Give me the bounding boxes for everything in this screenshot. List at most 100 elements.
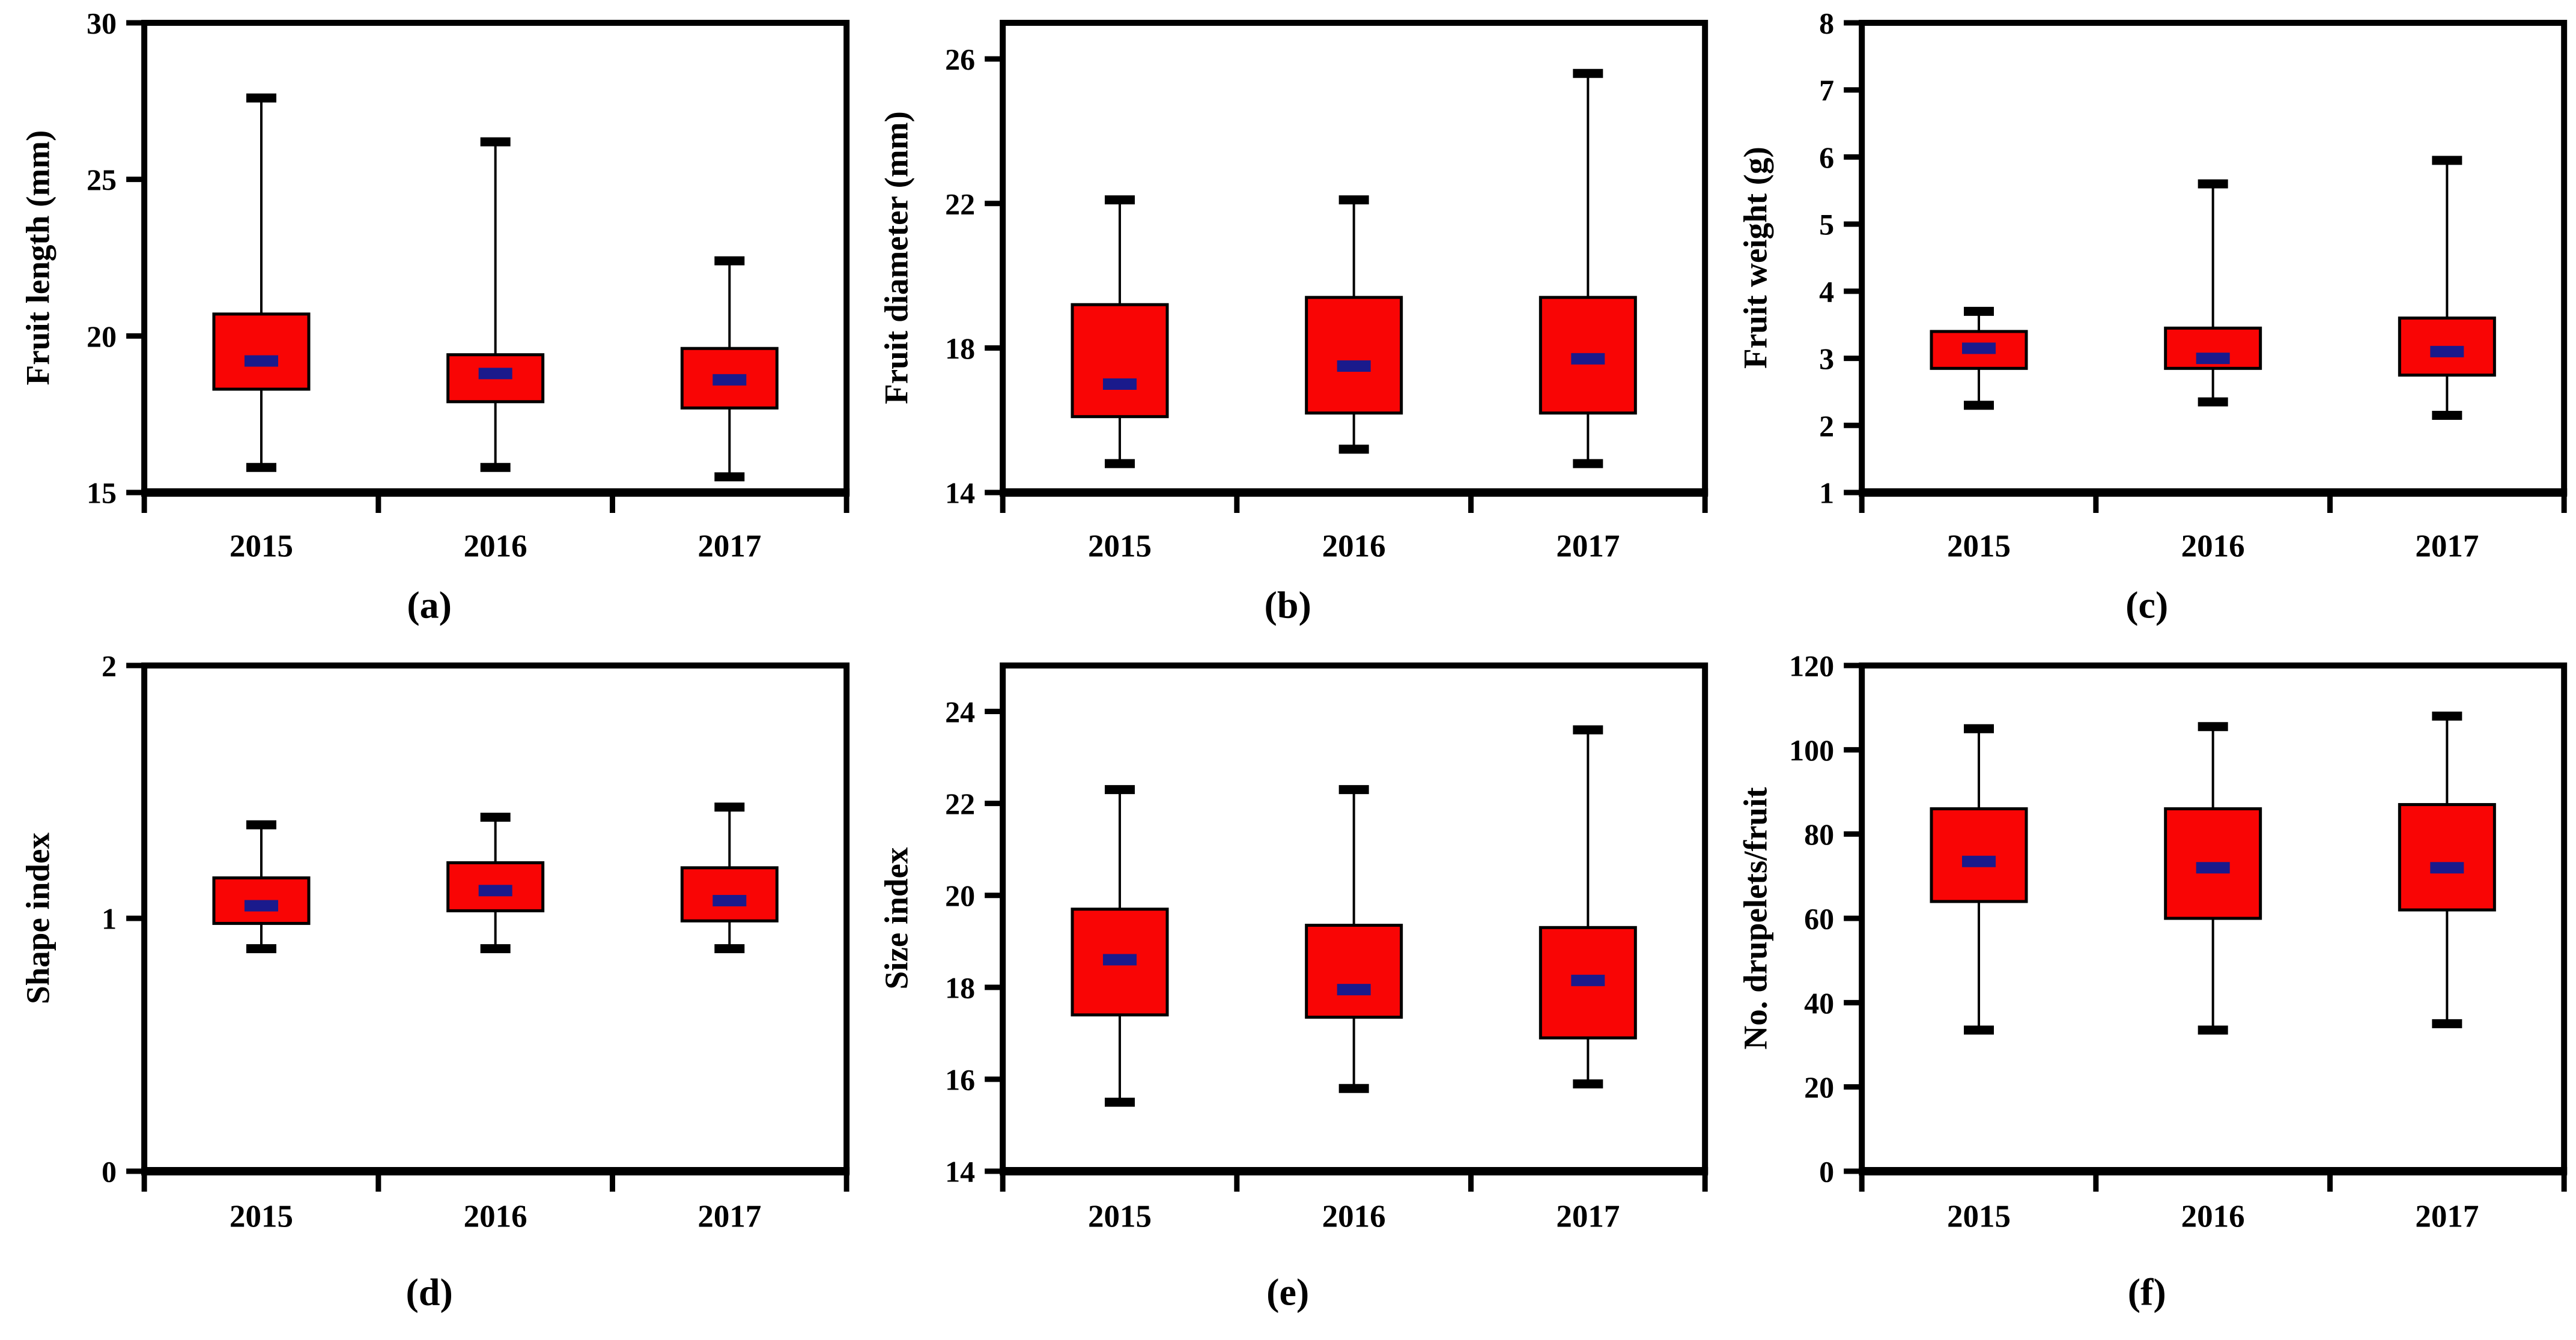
y-tick-label: 18 [945,332,975,365]
category-label: 2016 [464,1199,527,1234]
category-label: 2015 [229,529,293,564]
y-tick-label: 18 [945,971,975,1004]
box-group-2016 [446,813,545,954]
panel-letter: (f) [2127,1270,2166,1313]
box-group-2015 [1930,724,2028,1035]
category-label: 2015 [1947,1199,2011,1234]
y-tick-label: 40 [1804,986,1834,1020]
panel-letter: (d) [406,1270,453,1313]
category-label: 2016 [2181,529,2244,564]
y-tick-label: 5 [1819,208,1834,241]
box-group-2017 [1539,68,1638,468]
y-tick-label: 8 [1819,7,1834,40]
y-tick-label: 4 [1819,274,1834,308]
iqr-box [680,866,779,923]
iqr-box [2398,803,2496,912]
y-tick-label: 100 [1789,733,1834,767]
y-tick-label: 24 [945,695,975,729]
category-label: 2017 [1557,1199,1620,1234]
box-group-2015 [212,93,311,472]
iqr-box [1305,296,1403,415]
panel-d: 0 1 2 Shape index 2015 2016 2017 (d) [0,634,858,1340]
box-group-2016 [446,137,545,472]
panel-letter: (a) [407,583,452,626]
panel-b: 14 18 22 26 Fruit diameter (mm) 2015 2016 2017 (… [858,0,1717,634]
box-group-2016 [2163,179,2262,407]
category-label: 2016 [2181,1199,2244,1234]
y-tick-label: 60 [1804,902,1834,936]
panel-a: 15 20 25 30 Fruit length (mm) 2015 2016 2017 (a) [0,0,858,634]
panel-e-chart: 14 16 18 20 22 24 Size index 2015 2016 2017 (e) [878,662,1709,1313]
category-label: 2017 [2415,1199,2479,1234]
box-group-2015 [1930,306,2028,410]
panel-f: 0 20 40 60 80 100 120 No. drupelets/fruit 2015 20… [1718,634,2576,1340]
y-tick-label: 0 [102,1155,117,1189]
y-tick-label: 30 [87,7,117,40]
y-tick-label: 22 [945,187,975,220]
category-label: 2015 [1088,529,1152,564]
box-group-2017 [680,802,779,954]
y-axis-title: No. drupelets/fruit [1737,787,1773,1050]
box-group-2015 [212,820,311,954]
panel-e: 14 16 18 20 22 24 Size index 2015 2016 2017 (e) [858,634,1717,1340]
category-label: 2015 [1947,529,2011,564]
box-group-2017 [2398,156,2496,420]
panel-c-chart: 1 2 3 4 5 6 7 8 Fruit weight (g) 2015 2016 2017 (c) [1737,7,2567,626]
y-tick-label: 6 [1819,141,1834,174]
y-tick-label: 26 [945,43,975,76]
category-label: 2016 [1322,1199,1386,1234]
y-tick-label: 1 [102,902,117,936]
y-axis-title: Size index [878,847,915,989]
box-group-2015 [1071,785,1169,1107]
box-group-2016 [1305,195,1403,454]
panel-d-chart: 0 1 2 Shape index 2015 2016 2017 (d) [19,649,850,1313]
y-tick-label: 2 [1819,409,1834,443]
category-label: 2015 [229,1199,293,1234]
iqr-box [1071,303,1169,419]
y-tick-label: 25 [87,163,117,196]
iqr-box [1305,923,1403,1019]
y-tick-label: 15 [87,476,117,510]
iqr-box [212,876,311,925]
box-group-2017 [680,256,779,482]
box-group-2016 [1305,785,1403,1093]
iqr-box [212,312,311,391]
y-tick-label: 1 [1819,476,1834,510]
y-tick-label: 22 [945,787,975,820]
category-label: 2017 [697,1199,761,1234]
category-label: 2016 [464,529,527,564]
y-axis-title: Fruit diameter (mm) [878,111,915,404]
y-tick-label: 20 [945,879,975,912]
y-tick-label: 120 [1789,649,1834,683]
panel-b-chart: 14 18 22 26 Fruit diameter (mm) 2015 2016 2017 (… [878,20,1709,626]
y-tick-label: 3 [1819,342,1834,375]
box-group-2015 [1071,195,1169,468]
panel-a-chart: 15 20 25 30 Fruit length (mm) 2015 2016 2017 (a) [19,7,850,626]
iqr-box [1930,807,2028,903]
y-tick-label: 7 [1819,73,1834,107]
y-tick-label: 2 [102,649,117,683]
category-label: 2017 [1557,529,1620,564]
box-group-2017 [2398,711,2496,1028]
box-group-2016 [2163,722,2262,1035]
y-tick-label: 20 [1804,1070,1834,1104]
panel-f-chart: 0 20 40 60 80 100 120 No. drupelets/fruit 2015 20… [1737,649,2567,1313]
y-tick-label: 16 [945,1063,975,1096]
y-tick-label: 14 [945,1155,975,1189]
category-label: 2017 [2415,529,2479,564]
panel-letter: (e) [1266,1270,1309,1313]
y-axis-title: Fruit length (mm) [19,130,56,386]
y-axis-title: Fruit weight (g) [1737,147,1773,369]
panel-letter: (c) [2125,583,2168,626]
y-tick-label: 0 [1819,1155,1834,1189]
y-axis-title: Shape index [19,832,56,1004]
y-tick-label: 80 [1804,817,1834,851]
y-tick-label: 20 [87,320,117,353]
category-label: 2017 [697,529,761,564]
category-label: 2015 [1088,1199,1152,1234]
y-tick-label: 14 [945,476,975,510]
panel-letter: (b) [1265,583,1311,626]
category-label: 2016 [1322,529,1386,564]
